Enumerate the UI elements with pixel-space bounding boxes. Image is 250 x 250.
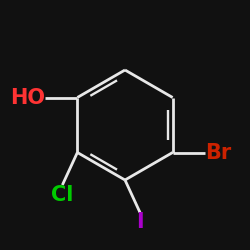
Text: Cl: Cl (51, 185, 74, 205)
Text: Br: Br (205, 142, 232, 163)
Text: HO: HO (10, 88, 45, 108)
Text: I: I (136, 212, 144, 233)
